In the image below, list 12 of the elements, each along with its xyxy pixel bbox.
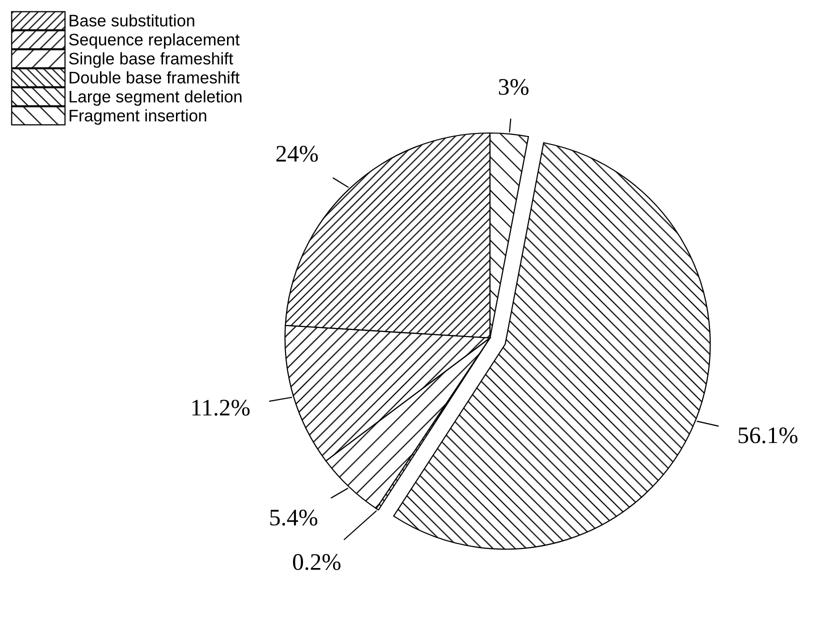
legend-label: Double base frameshift xyxy=(70,71,240,84)
legend-label: Large segment deletion xyxy=(70,90,242,106)
legend-label: Single base frameshift xyxy=(69,52,234,68)
legend-label: Fragment insertion xyxy=(70,109,206,125)
legend-label: Sequence replacement xyxy=(69,33,240,49)
data-label: 24% xyxy=(276,146,318,162)
data-label: 56.1% xyxy=(738,427,798,444)
legend-label: Base substitution xyxy=(70,14,194,26)
data-label: 11.2% xyxy=(192,400,250,416)
data-label: 3% xyxy=(498,78,528,95)
data-label: 0.2% xyxy=(293,554,340,570)
data-label: 5.4% xyxy=(270,510,318,526)
